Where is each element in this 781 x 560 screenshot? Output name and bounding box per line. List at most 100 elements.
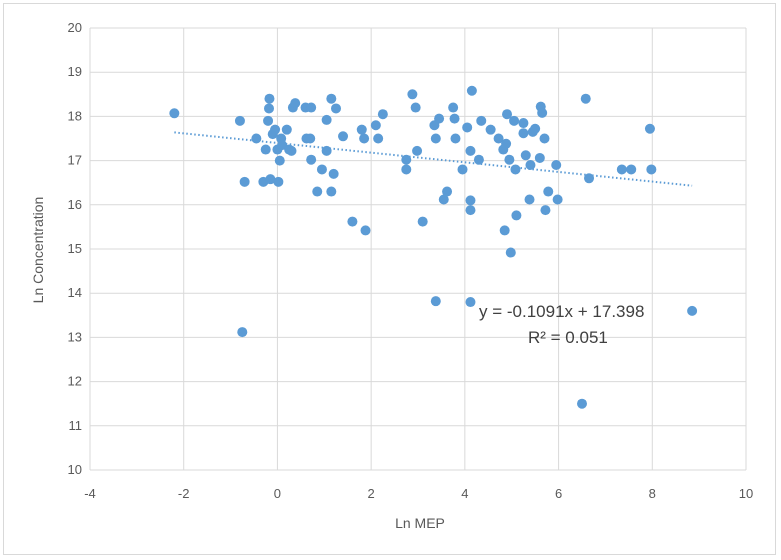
data-point xyxy=(401,164,412,175)
data-point xyxy=(263,103,274,114)
data-point xyxy=(465,195,476,206)
x-axis-title: Ln MEP xyxy=(395,515,445,531)
data-point xyxy=(465,205,476,216)
data-point xyxy=(273,176,284,187)
data-point xyxy=(543,186,554,197)
data-point xyxy=(321,114,332,125)
data-point xyxy=(306,154,317,165)
x-tick-label: 4 xyxy=(461,486,468,501)
y-tick-label: 19 xyxy=(68,64,82,79)
data-point xyxy=(356,124,367,135)
data-point xyxy=(448,102,459,113)
data-point xyxy=(518,118,529,129)
x-tick-label: 0 xyxy=(274,486,281,501)
data-point xyxy=(237,327,248,338)
data-point xyxy=(234,115,245,126)
x-tick-label: 8 xyxy=(649,486,656,501)
gridlines xyxy=(89,27,747,471)
data-point xyxy=(338,131,349,142)
data-point xyxy=(644,123,655,134)
data-point xyxy=(534,152,545,163)
data-point xyxy=(493,133,504,144)
data-point xyxy=(417,216,428,227)
data-point xyxy=(281,124,292,135)
y-tick-label: 17 xyxy=(68,153,82,168)
x-tick-label: -4 xyxy=(84,486,96,501)
data-point xyxy=(412,145,423,156)
data-point xyxy=(552,194,563,205)
trendline xyxy=(174,131,693,187)
data-point xyxy=(511,210,522,221)
y-tick-label: 15 xyxy=(68,241,82,256)
x-tick-label: 10 xyxy=(739,486,753,501)
data-point xyxy=(499,225,510,236)
y-tick-label: 14 xyxy=(68,285,82,300)
data-point xyxy=(286,145,297,156)
data-point xyxy=(537,107,548,118)
data-point xyxy=(551,160,562,171)
data-point xyxy=(505,247,516,258)
data-point xyxy=(580,93,591,104)
tick-labels: 10 11 12 13 14 15 16 17 18 19 20 -4 -2 0 2 4 6 8 10 xyxy=(68,20,754,501)
data-point xyxy=(260,144,271,155)
data-point xyxy=(473,154,484,165)
data-point xyxy=(306,102,317,113)
data-point xyxy=(407,89,418,100)
data-point xyxy=(485,124,496,135)
data-point xyxy=(465,145,476,156)
data-point xyxy=(316,164,327,175)
trendline-layer xyxy=(174,131,693,187)
data-point xyxy=(646,164,657,175)
data-point xyxy=(510,164,521,175)
chart-frame xyxy=(3,3,776,555)
data-point xyxy=(326,186,337,197)
data-point xyxy=(626,164,637,175)
data-point xyxy=(312,186,323,197)
data-point xyxy=(465,297,476,308)
data-point xyxy=(502,109,513,120)
data-point xyxy=(466,85,477,96)
data-point xyxy=(540,205,551,216)
data-point xyxy=(449,113,460,124)
data-point xyxy=(525,160,536,171)
data-point xyxy=(442,186,453,197)
data-point xyxy=(290,98,301,109)
data-point xyxy=(438,194,449,205)
data-point xyxy=(251,133,262,144)
data-point xyxy=(504,154,515,165)
y-tick-label: 20 xyxy=(68,20,82,35)
data-point xyxy=(462,122,473,133)
data-point xyxy=(265,174,276,185)
data-point xyxy=(274,155,285,166)
data-point xyxy=(239,176,250,187)
y-tick-label: 11 xyxy=(69,418,83,433)
trendline-equation: y = -0.1091x + 17.398 xyxy=(479,302,644,321)
data-point xyxy=(360,225,371,236)
data-points xyxy=(169,85,698,409)
data-point xyxy=(501,138,512,149)
data-point xyxy=(264,93,275,104)
data-point xyxy=(321,145,332,156)
y-tick-label: 12 xyxy=(68,374,82,389)
y-tick-label: 13 xyxy=(68,329,82,344)
data-point xyxy=(509,115,520,126)
data-point xyxy=(616,164,627,175)
data-point xyxy=(270,124,281,135)
data-point xyxy=(577,398,587,409)
x-tick-label: 6 xyxy=(555,486,562,501)
data-point xyxy=(401,154,412,165)
data-point xyxy=(539,133,550,144)
data-point xyxy=(377,109,388,120)
data-point xyxy=(169,108,180,119)
data-point xyxy=(331,103,341,114)
data-point xyxy=(530,123,541,134)
data-point xyxy=(359,133,370,144)
data-point xyxy=(328,168,339,179)
trendline-r-squared: R² = 0.051 xyxy=(528,328,608,347)
data-point xyxy=(370,120,381,131)
data-point xyxy=(373,133,384,144)
data-point xyxy=(347,216,358,227)
data-point xyxy=(687,305,698,316)
data-point xyxy=(434,113,445,124)
